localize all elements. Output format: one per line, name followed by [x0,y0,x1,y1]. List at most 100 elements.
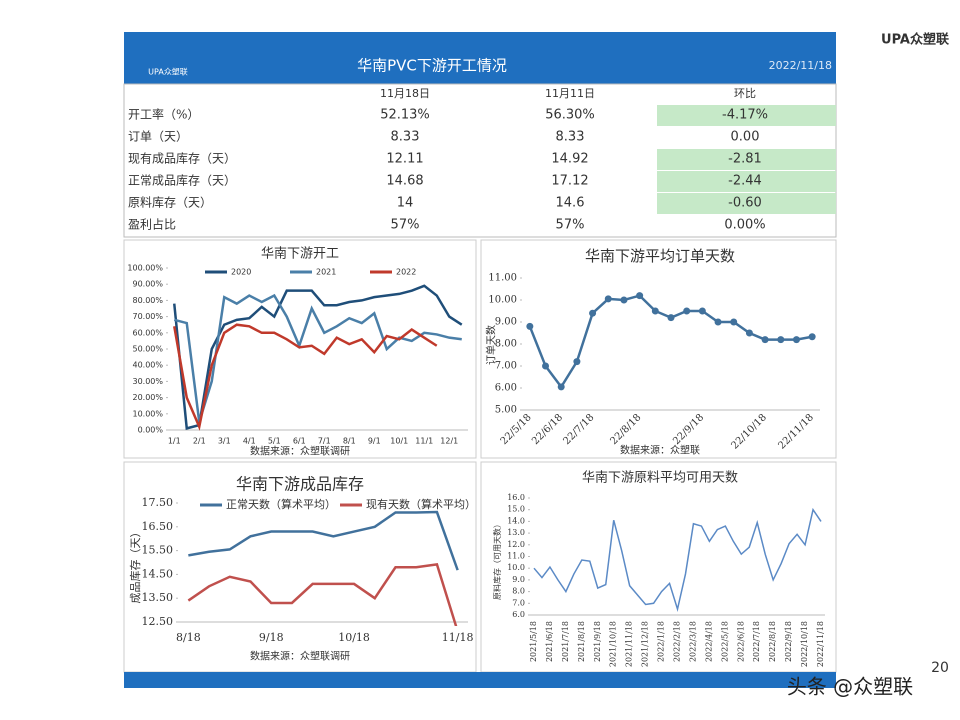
y-tick-label: 12.0 [507,540,525,549]
data-line [188,510,459,571]
chart-title: 华南下游原料平均可用天数 [582,470,738,486]
y-tick-label: 13.0 [507,528,525,537]
table-highlight [657,105,836,126]
data-line [187,563,458,626]
table-row-label: 开工率（%） [128,107,199,122]
x-tick-label: 3/1 [218,437,231,446]
data-point [730,318,738,326]
y-axis-label: 订单天数 [485,325,498,365]
y-tick-label: 40.00% [132,361,163,370]
data-line [533,507,822,613]
table-cell: 56.30% [545,108,595,123]
y-tick-label: 80.00% [132,296,163,305]
x-tick-label: 12/1 [440,437,458,446]
y-tick-label: 10.00 [488,295,517,306]
y-tick-label: 20.00% [132,393,163,402]
table-row-label: 正常成品库存（天） [128,173,236,188]
table-column-header: 环比 [734,87,756,100]
y-axis-label: 成品库存（天） [128,527,142,604]
y-tick-label: 12.50 [142,615,174,628]
data-point [745,329,753,337]
x-tick-label: 2022/10/18 [800,621,809,667]
page-number: 20 [931,660,949,676]
table-row-label: 盈利占比 [128,217,176,232]
table-cell: 57% [556,218,585,233]
table-row-label: 现有成品库存（天） [128,151,236,166]
y-tick-label: 5.00 [495,405,517,416]
table-cell: 14.92 [551,152,588,167]
x-tick-label: 2021/5/18 [529,621,538,662]
table-highlight [657,171,836,192]
y-tick-label: 17.50 [142,496,174,509]
x-tick-label: 2021/7/18 [561,621,570,662]
legend-label: 2022 [396,268,416,277]
x-tick-label: 2022/1/18 [657,621,666,662]
x-tick-label: 2021/12/18 [641,621,650,667]
table-cell: 14.6 [556,196,585,211]
x-tick-label: 10/18 [338,631,370,644]
y-tick-label: 15.50 [142,544,174,557]
table-cell: -2.44 [728,174,762,189]
table-row-label: 原料库存（天） [128,195,212,210]
table-highlight [657,193,836,214]
table-cell: -0.60 [728,196,762,211]
y-tick-label: 7.00 [495,361,517,372]
x-tick-label: 2022/3/18 [688,621,697,662]
table-cell: 52.13% [380,108,430,123]
x-tick-label: 11/1 [415,437,433,446]
table-cell: 14.68 [386,174,423,189]
x-tick-label: 9/1 [368,437,381,446]
x-tick-label: 2022/9/18 [784,621,793,662]
data-point [636,292,644,300]
table-cell: 8.33 [391,130,420,145]
data-point [651,307,659,315]
chart-title: 华南下游平均订单天数 [585,247,735,265]
data-point [792,336,800,344]
x-tick-label: 4/1 [243,437,256,446]
y-tick-label: 50.00% [132,345,163,354]
y-tick-label: 90.00% [132,280,163,289]
data-point [777,336,785,344]
x-tick-label: 2021/9/18 [593,621,602,662]
y-tick-label: 9.00 [495,317,517,328]
table-cell: 0.00% [724,218,765,233]
header-logo: UPA众塑联 [148,68,188,77]
x-tick-label: 2022/11/18 [816,621,825,667]
source-note: 数据来源：众塑联 [620,444,700,457]
data-line [173,323,438,431]
chart-title: 华南下游成品库存 [236,475,364,494]
table-column-header: 11月18日 [380,87,430,100]
y-tick-label: 11.0 [507,552,525,561]
x-tick-label: 1/1 [168,437,181,446]
data-point [761,336,769,344]
legend-label: 现有天数（算术平均） [366,497,476,511]
x-tick-label: 2022/4/18 [704,621,713,662]
data-point [683,307,691,315]
x-tick-label: 9/18 [259,631,284,644]
data-point [604,295,612,303]
y-tick-label: 10.0 [507,563,525,572]
header-title: 华南PVC下游开工情况 [357,57,507,75]
data-point [808,333,816,341]
table-cell: -4.17% [722,108,768,123]
x-tick-label: 11/18 [442,631,474,644]
x-tick-label: 2022/2/18 [673,621,682,662]
source-note: 数据来源：众塑联调研 [250,650,350,663]
y-tick-label: 13.50 [142,591,174,604]
brand-logo: UPA众塑联 [881,32,949,48]
x-tick-label: 6/1 [293,437,306,446]
table-cell: 14 [397,196,414,211]
chart-frame [480,239,837,459]
y-tick-label: 7.0 [512,598,525,607]
table-cell: 17.12 [551,174,588,189]
x-tick-label: 2/1 [193,437,206,446]
x-tick-label: 2022/8/18 [768,621,777,662]
y-tick-label: 14.50 [142,567,174,580]
data-point [698,307,706,315]
data-point [667,314,675,322]
legend-label: 2020 [231,268,251,277]
y-tick-label: 14.0 [507,516,525,525]
x-tick-label: 8/1 [343,437,356,446]
y-tick-label: 6.0 [512,610,525,619]
table-cell: 0.00 [731,130,760,145]
